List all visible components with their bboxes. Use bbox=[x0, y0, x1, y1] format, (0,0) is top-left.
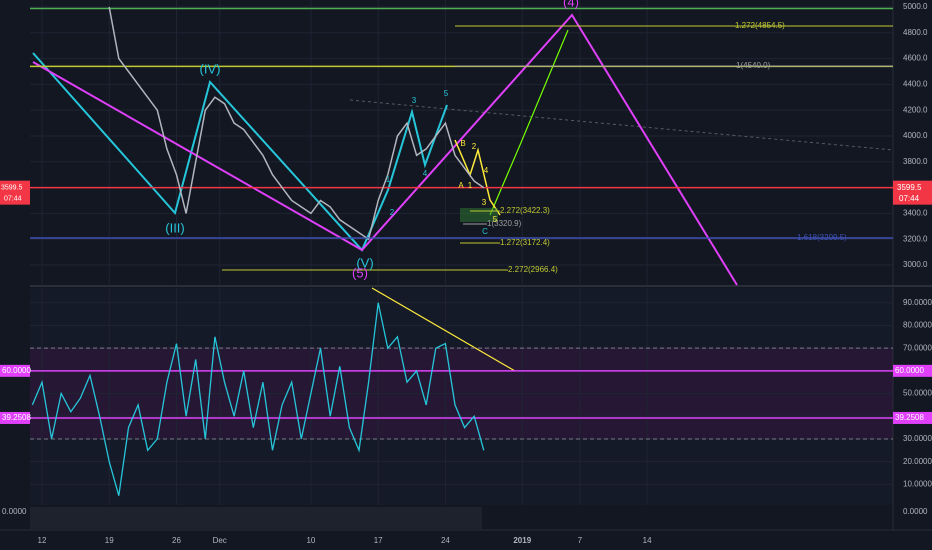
dashed-trend bbox=[349, 99, 894, 151]
x-tick-label: 24 bbox=[441, 536, 450, 545]
wave-label: (4) bbox=[563, 0, 579, 9]
wave-label: (V) bbox=[356, 255, 373, 270]
green-projection bbox=[489, 29, 569, 216]
countdown: 07:44 bbox=[899, 194, 920, 203]
yellow-wave bbox=[454, 139, 501, 216]
x-tick-label: 2019 bbox=[513, 536, 531, 545]
fib-label: 1(3320.9) bbox=[487, 219, 522, 228]
y-tick-label: 80.0000 bbox=[903, 321, 932, 330]
last-price-tag bbox=[893, 180, 932, 205]
y-tick-label: 4000.0 bbox=[903, 131, 928, 140]
x-tick-label: 12 bbox=[38, 536, 47, 545]
fib-label: 2.272(3422.3) bbox=[500, 206, 550, 215]
fib-label: 1.272(3172.4) bbox=[500, 238, 550, 247]
level-tag bbox=[893, 364, 932, 377]
fib-label: 2.272(2966.4) bbox=[508, 265, 558, 274]
level-tag-label: 60.0000 bbox=[895, 366, 924, 375]
y-tick-label: 4200.0 bbox=[903, 105, 928, 114]
wave-label: 5 bbox=[444, 89, 449, 98]
fib-label: 1.272(4854.5) bbox=[735, 21, 785, 30]
y-tick-label: 4400.0 bbox=[903, 79, 928, 88]
rsi-band bbox=[30, 347, 893, 439]
wave-label: (5) bbox=[352, 265, 368, 280]
wave-label: 1 bbox=[468, 181, 473, 190]
wave-label: 3 bbox=[412, 96, 417, 105]
wave-label: 4 bbox=[484, 166, 489, 175]
wave-label: 2 bbox=[472, 142, 477, 151]
wave-label: (III) bbox=[165, 220, 185, 235]
x-tick-label: 14 bbox=[643, 536, 652, 545]
y-tick-label: 3400.0 bbox=[903, 209, 928, 218]
rsi-trendline bbox=[371, 287, 516, 372]
fib-label: 1.618(3209.5) bbox=[797, 233, 847, 242]
level-tag bbox=[0, 364, 30, 377]
y-tick-label: 70.0000 bbox=[903, 343, 932, 352]
x-tick-label: 19 bbox=[105, 536, 114, 545]
x-tick-label: 17 bbox=[374, 536, 383, 545]
wave-label: 5 bbox=[493, 215, 498, 224]
level-tag-label: 39.2508 bbox=[2, 413, 31, 422]
countdown-left: 07:44 bbox=[4, 195, 22, 202]
y-tick-label: 3800.0 bbox=[903, 157, 928, 166]
sub-pane bbox=[30, 507, 482, 529]
last-price-left: 3599.5 bbox=[1, 184, 23, 191]
x-tick-label: 26 bbox=[172, 536, 181, 545]
wave-label: B bbox=[460, 139, 465, 148]
y-tick-label: 4800.0 bbox=[903, 28, 928, 37]
y-tick-label: 3200.0 bbox=[903, 234, 928, 243]
x-tick-label: 7 bbox=[578, 536, 583, 545]
sub-pane-label-left: 0.0000 bbox=[2, 507, 27, 516]
last-price: 3599.5 bbox=[897, 183, 922, 192]
wave-label: 3 bbox=[482, 198, 487, 207]
level-tag-label: 39.2508 bbox=[895, 413, 924, 422]
fib-label: 1(4540.0) bbox=[736, 61, 771, 70]
level-tag bbox=[0, 411, 30, 424]
sub-pane-label: 0.0000 bbox=[903, 507, 928, 516]
wave-label: 1 bbox=[386, 175, 391, 184]
x-tick-label: 10 bbox=[306, 536, 315, 545]
x-tick-label: Dec bbox=[213, 536, 227, 545]
level-tag bbox=[893, 411, 932, 424]
series-line bbox=[108, 6, 485, 241]
y-tick-label: 3000.0 bbox=[903, 260, 928, 269]
y-tick-label: 90.0000 bbox=[903, 298, 932, 307]
wave-label: A bbox=[458, 181, 464, 190]
y-tick-label: 20.0000 bbox=[903, 457, 932, 466]
wave-label: (IV) bbox=[200, 61, 221, 76]
y-tick-label: 10.0000 bbox=[903, 479, 932, 488]
wave-label: 2 bbox=[390, 208, 395, 217]
last-price-tag-left bbox=[0, 180, 30, 205]
level-tag-label: 60.0000 bbox=[2, 366, 31, 375]
y-tick-label: 30.0000 bbox=[903, 434, 932, 443]
y-tick-label: 50.0000 bbox=[903, 389, 932, 398]
y-tick-label: 5000.0 bbox=[903, 2, 928, 11]
series-line bbox=[31, 302, 485, 496]
wave-label: C bbox=[482, 227, 488, 236]
wave-label: 4 bbox=[423, 169, 428, 178]
y-tick-label: 4600.0 bbox=[903, 54, 928, 63]
